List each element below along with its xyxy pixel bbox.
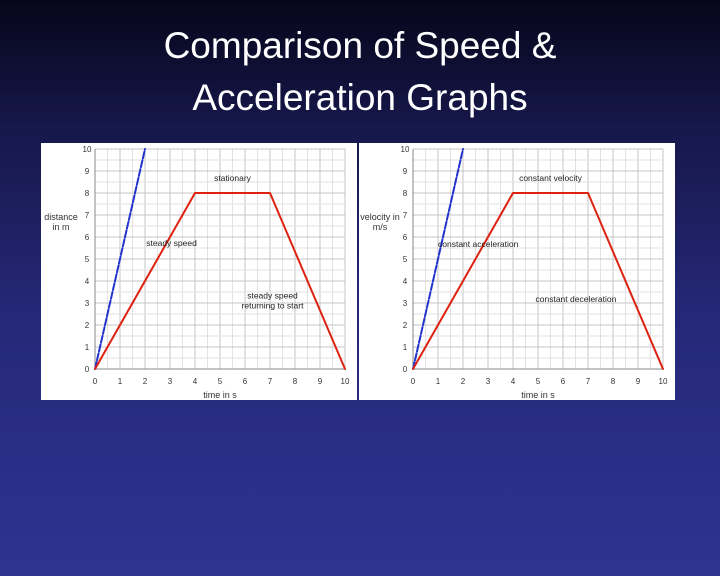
x-tick-label: 10 <box>341 377 350 386</box>
x-axis-label: time in s <box>521 390 555 400</box>
x-tick-label: 7 <box>586 377 591 386</box>
series-line-2 <box>94 192 346 370</box>
chart-annotation: constant acceleration <box>438 239 519 249</box>
chart-annotation: steady speed <box>247 291 298 301</box>
x-tick-label: 1 <box>118 377 123 386</box>
x-tick-label: 6 <box>561 377 566 386</box>
chart-annotation: stationary <box>214 173 252 183</box>
x-tick-label: 8 <box>611 377 616 386</box>
y-tick-label: 0 <box>85 365 90 374</box>
chart-annotation: steady speed <box>146 238 197 248</box>
series-line-1 <box>412 148 464 370</box>
x-tick-label: 2 <box>143 377 148 386</box>
x-tick-label: 1 <box>436 377 441 386</box>
y-tick-label: 4 <box>85 277 90 286</box>
y-tick-label: 10 <box>401 145 410 154</box>
y-axis-label: distance <box>44 212 78 222</box>
y-tick-label: 9 <box>403 167 408 176</box>
distance-time-chart: 0 1 2 3 4 5 6 7 8 9 10 0 1 2 3 4 5 6 7 8 9 10 time in s distanc… <box>41 143 357 400</box>
x-tick-label: 9 <box>318 377 323 386</box>
y-tick-label: 8 <box>403 189 408 198</box>
y-tick-label: 5 <box>403 255 408 264</box>
y-tick-label: 5 <box>85 255 90 264</box>
slide-title-line-2: Acceleration Graphs <box>192 77 528 118</box>
y-tick-label: 6 <box>403 233 408 242</box>
x-tick-label: 3 <box>486 377 491 386</box>
chart-annotation: returning to start <box>242 301 305 311</box>
x-tick-label: 0 <box>411 377 416 386</box>
y-tick-label: 6 <box>85 233 90 242</box>
y-tick-label: 3 <box>403 299 408 308</box>
x-tick-label: 9 <box>636 377 641 386</box>
x-tick-label: 4 <box>511 377 516 386</box>
y-axis-label: velocity in <box>360 212 400 222</box>
y-tick-label: 3 <box>85 299 90 308</box>
slide-title-line-1: Comparison of Speed & <box>163 25 557 66</box>
y-tick-label: 10 <box>83 145 92 154</box>
y-tick-label: 2 <box>403 321 408 330</box>
y-tick-label: 2 <box>85 321 90 330</box>
x-tick-label: 8 <box>293 377 298 386</box>
x-tick-label: 3 <box>168 377 173 386</box>
y-tick-label: 1 <box>403 343 408 352</box>
slide-title: Comparison of Speed & Acceleration Graph… <box>0 20 720 124</box>
x-tick-label: 10 <box>659 377 668 386</box>
y-tick-label: 1 <box>85 343 90 352</box>
x-tick-label: 0 <box>93 377 98 386</box>
x-axis-label: time in s <box>203 390 237 400</box>
y-tick-label: 7 <box>403 211 408 220</box>
y-tick-label: 8 <box>85 189 90 198</box>
series-line-1 <box>94 148 146 370</box>
x-tick-label: 5 <box>218 377 223 386</box>
series-line-2 <box>412 192 664 370</box>
y-axis-label: in m <box>52 222 69 232</box>
velocity-time-chart: 0 1 2 3 4 5 6 7 8 9 10 0 1 2 3 4 5 6 7 8 9 10 time in s velocit… <box>359 143 675 400</box>
y-tick-label: 7 <box>85 211 90 220</box>
chart-annotation: constant deceleration <box>536 294 617 304</box>
x-tick-label: 2 <box>461 377 466 386</box>
y-tick-label: 4 <box>403 277 408 286</box>
y-tick-label: 9 <box>85 167 90 176</box>
chart-annotation: constant velocity <box>519 173 583 183</box>
x-tick-label: 5 <box>536 377 541 386</box>
x-tick-label: 7 <box>268 377 273 386</box>
x-tick-label: 4 <box>193 377 198 386</box>
y-axis-label: m/s <box>373 222 388 232</box>
x-tick-label: 6 <box>243 377 248 386</box>
y-tick-label: 0 <box>403 365 408 374</box>
